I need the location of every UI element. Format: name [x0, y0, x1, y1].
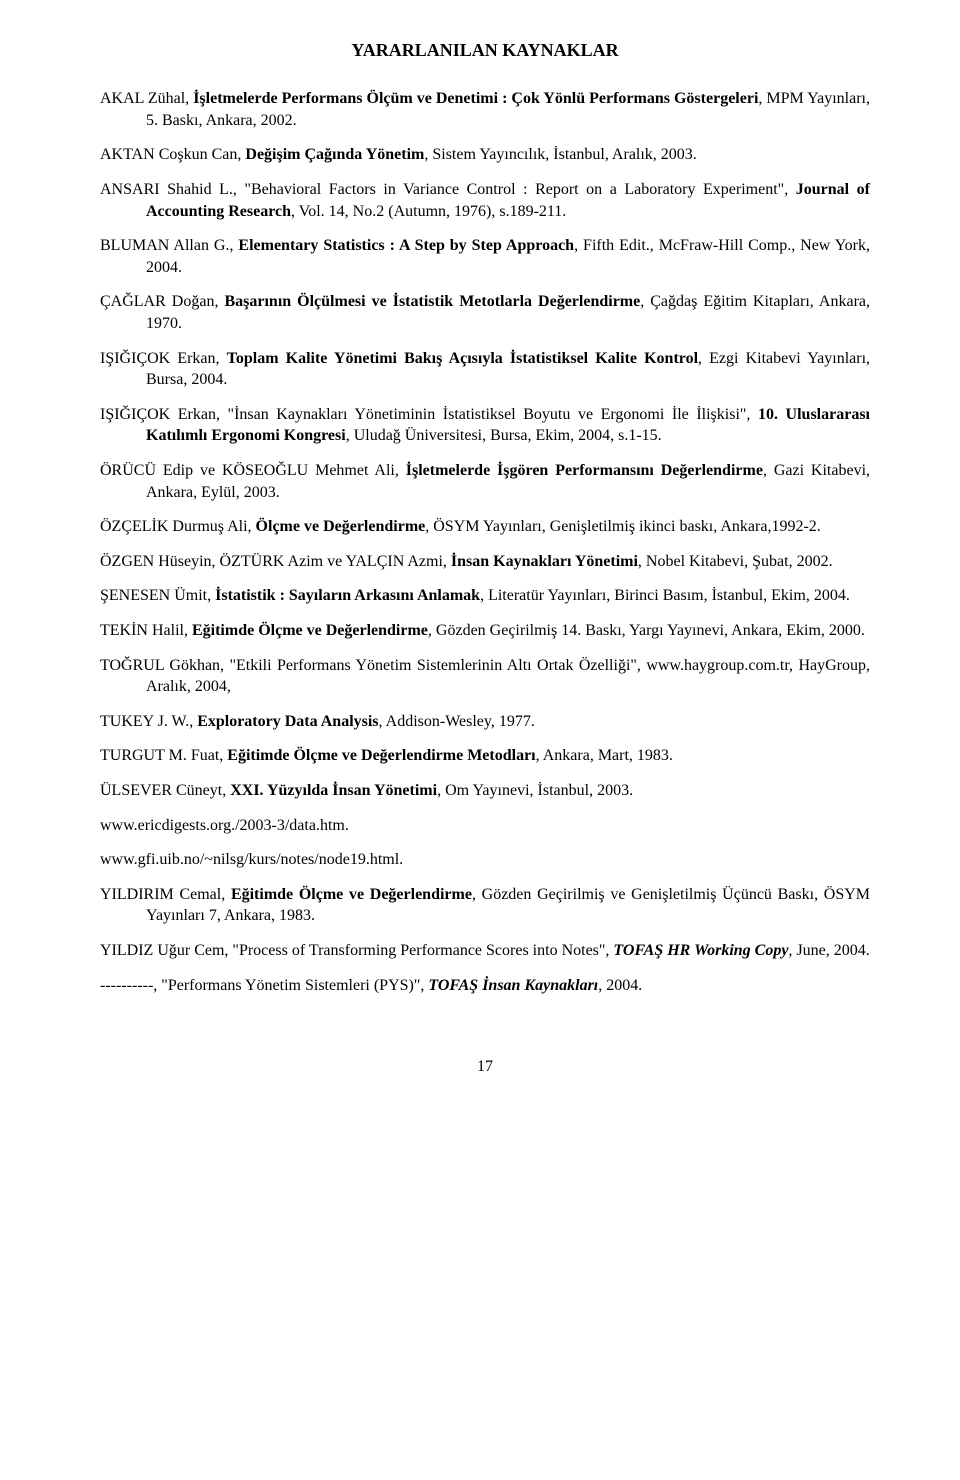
page-number: 17	[100, 1056, 870, 1078]
reference-segment: ----------, "Performans Yönetim Sistemle…	[100, 977, 428, 994]
reference-segment: , Literatür Yayınları, Birinci Basım, İs…	[480, 587, 850, 604]
reference-segment: Eğitimde Ölçme ve Değerlendirme Metodlar…	[227, 747, 535, 764]
reference-segment: XXI. Yüzyılda İnsan Yönetimi	[230, 782, 437, 799]
reference-entry: IŞIĞIÇOK Erkan, "İnsan Kaynakları Yöneti…	[100, 404, 870, 447]
reference-segment: ÇAĞLAR Doğan,	[100, 293, 224, 310]
reference-segment: BLUMAN Allan G.,	[100, 237, 238, 254]
reference-segment: ÖZÇELİK Durmuş Ali,	[100, 518, 256, 535]
reference-segment: , Vol. 14, No.2 (Autumn, 1976), s.189-21…	[291, 203, 566, 220]
reference-segment: TEKİN Halil,	[100, 622, 192, 639]
reference-segment: TUKEY J. W.,	[100, 713, 197, 730]
reference-segment: www.gfi.uib.no/~nilsg/kurs/notes/node19.…	[100, 851, 403, 868]
reference-segment: İşletmelerde İşgören Performansını Değer…	[406, 462, 763, 479]
reference-entry: www.gfi.uib.no/~nilsg/kurs/notes/node19.…	[100, 849, 870, 871]
references-list: AKAL Zühal, İşletmelerde Performans Ölçü…	[100, 88, 870, 996]
reference-segment: , Sistem Yayıncılık, İstanbul, Aralık, 2…	[424, 146, 696, 163]
reference-segment: ÖZGEN Hüseyin, ÖZTÜRK Azim ve YALÇIN Azm…	[100, 553, 451, 570]
reference-segment: AKTAN Coşkun Can,	[100, 146, 245, 163]
reference-entry: TOĞRUL Gökhan, "Etkili Performans Yöneti…	[100, 655, 870, 698]
reference-segment: TOFAŞ İnsan Kaynakları	[428, 977, 598, 994]
reference-segment: , Ankara, Mart, 1983.	[536, 747, 673, 764]
reference-segment: TOFAŞ HR Working Copy	[613, 942, 788, 959]
reference-segment: , Gözden Geçirilmiş 14. Baskı, Yargı Yay…	[428, 622, 865, 639]
reference-segment: www.ericdigests.org./2003-3/data.htm.	[100, 817, 349, 834]
reference-segment: ÖRÜCÜ Edip ve KÖSEOĞLU Mehmet Ali,	[100, 462, 406, 479]
page-title: YARARLANILAN KAYNAKLAR	[100, 38, 870, 62]
reference-segment: , Om Yayınevi, İstanbul, 2003.	[437, 782, 633, 799]
reference-entry: YILDIRIM Cemal, Eğitimde Ölçme ve Değerl…	[100, 884, 870, 927]
reference-segment: IŞIĞIÇOK Erkan, "İnsan Kaynakları Yöneti…	[100, 406, 758, 423]
reference-segment: Exploratory Data Analysis	[197, 713, 378, 730]
reference-segment: TURGUT M. Fuat,	[100, 747, 227, 764]
reference-entry: ÖZÇELİK Durmuş Ali, Ölçme ve Değerlendir…	[100, 516, 870, 538]
reference-entry: www.ericdigests.org./2003-3/data.htm.	[100, 815, 870, 837]
reference-segment: AKAL Zühal,	[100, 90, 193, 107]
reference-segment: Ölçme ve Değerlendirme	[256, 518, 426, 535]
reference-entry: ŞENESEN Ümit, İstatistik : Sayıların Ark…	[100, 585, 870, 607]
reference-segment: YILDIRIM Cemal,	[100, 886, 231, 903]
reference-segment: İnsan Kaynakları Yönetimi	[451, 553, 638, 570]
reference-entry: IŞIĞIÇOK Erkan, Toplam Kalite Yönetimi B…	[100, 348, 870, 391]
reference-segment: TOĞRUL Gökhan, "Etkili Performans Yöneti…	[100, 657, 870, 696]
reference-entry: AKTAN Coşkun Can, Değişim Çağında Yöneti…	[100, 144, 870, 166]
reference-segment: Başarının Ölçülmesi ve İstatistik Metotl…	[224, 293, 640, 310]
reference-entry: BLUMAN Allan G., Elementary Statistics :…	[100, 235, 870, 278]
page: YARARLANILAN KAYNAKLAR AKAL Zühal, İşlet…	[0, 0, 960, 1118]
reference-segment: , June, 2004.	[788, 942, 869, 959]
reference-segment: ÜLSEVER Cüneyt,	[100, 782, 230, 799]
reference-segment: , Uludağ Üniversitesi, Bursa, Ekim, 2004…	[346, 427, 662, 444]
reference-segment: , ÖSYM Yayınları, Genişletilmiş ikinci b…	[425, 518, 821, 535]
reference-entry: ----------, "Performans Yönetim Sistemle…	[100, 975, 870, 997]
reference-segment: Elementary Statistics : A Step by Step A…	[238, 237, 574, 254]
reference-segment: , Addison-Wesley, 1977.	[379, 713, 535, 730]
reference-segment: Değişim Çağında Yönetim	[245, 146, 424, 163]
reference-segment: ŞENESEN Ümit,	[100, 587, 215, 604]
reference-entry: ÜLSEVER Cüneyt, XXI. Yüzyılda İnsan Yöne…	[100, 780, 870, 802]
reference-entry: AKAL Zühal, İşletmelerde Performans Ölçü…	[100, 88, 870, 131]
reference-segment: Eğitimde Ölçme ve Değerlendirme	[231, 886, 472, 903]
reference-segment: IŞIĞIÇOK Erkan,	[100, 350, 227, 367]
reference-segment: İstatistik : Sayıların Arkasını Anlamak	[215, 587, 480, 604]
reference-entry: ÇAĞLAR Doğan, Başarının Ölçülmesi ve İst…	[100, 291, 870, 334]
reference-segment: YILDIZ Uğur Cem, "Process of Transformin…	[100, 942, 613, 959]
reference-entry: TUKEY J. W., Exploratory Data Analysis, …	[100, 711, 870, 733]
reference-entry: TURGUT M. Fuat, Eğitimde Ölçme ve Değerl…	[100, 745, 870, 767]
reference-entry: ÖZGEN Hüseyin, ÖZTÜRK Azim ve YALÇIN Azm…	[100, 551, 870, 573]
reference-segment: Eğitimde Ölçme ve Değerlendirme	[192, 622, 428, 639]
reference-segment: Toplam Kalite Yönetimi Bakış Açısıyla İs…	[227, 350, 698, 367]
reference-entry: TEKİN Halil, Eğitimde Ölçme ve Değerlend…	[100, 620, 870, 642]
reference-entry: ANSARI Shahid L., "Behavioral Factors in…	[100, 179, 870, 222]
reference-segment: ANSARI Shahid L., "Behavioral Factors in…	[100, 181, 796, 198]
reference-segment: İşletmelerde Performans Ölçüm ve Denetim…	[193, 90, 758, 107]
reference-entry: YILDIZ Uğur Cem, "Process of Transformin…	[100, 940, 870, 962]
reference-segment: , Nobel Kitabevi, Şubat, 2002.	[638, 553, 833, 570]
reference-entry: ÖRÜCÜ Edip ve KÖSEOĞLU Mehmet Ali, İşlet…	[100, 460, 870, 503]
reference-segment: , 2004.	[598, 977, 642, 994]
